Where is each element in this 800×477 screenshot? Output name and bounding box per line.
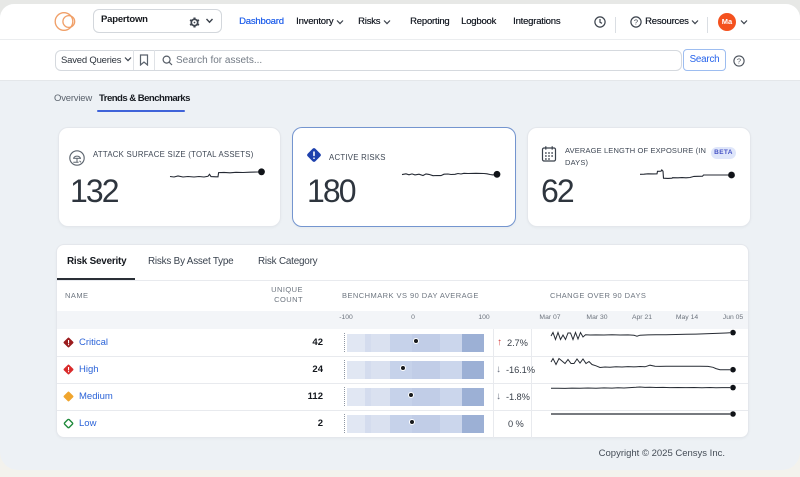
- svg-text:?: ?: [737, 57, 741, 66]
- svg-text:?: ?: [634, 18, 638, 27]
